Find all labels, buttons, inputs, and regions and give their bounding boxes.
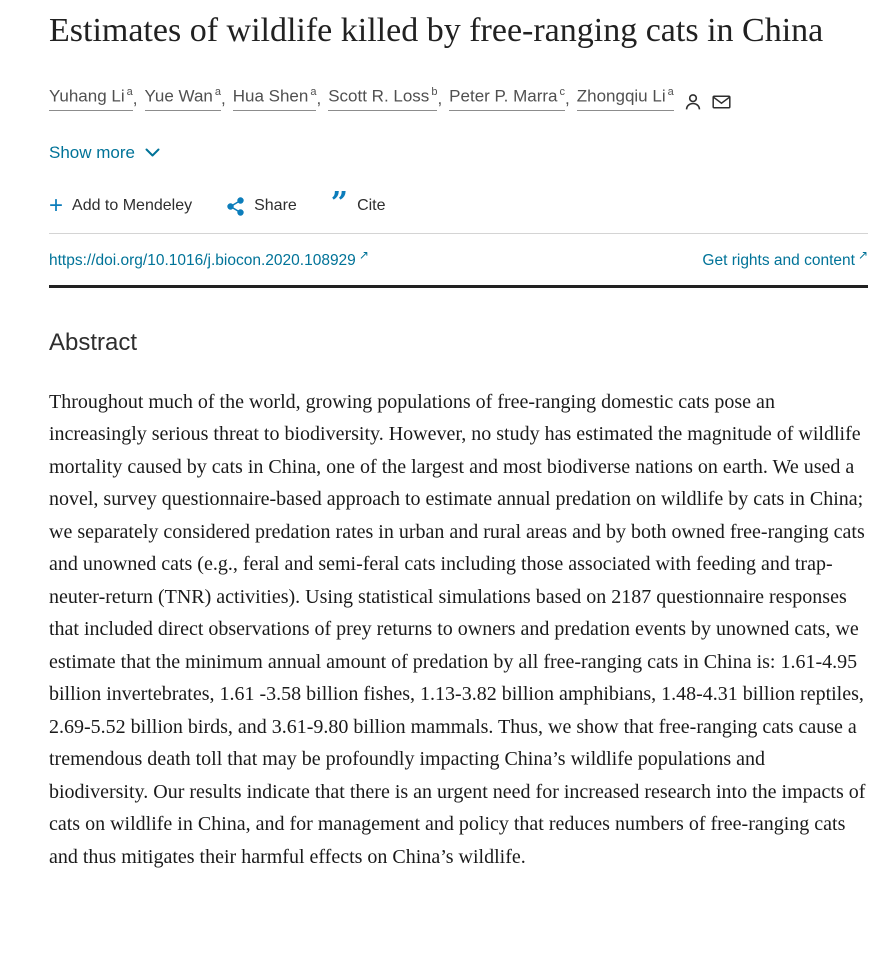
email-author-button[interactable] [712, 94, 731, 110]
doi-bar: https://doi.org/10.1016/j.biocon.2020.10… [49, 234, 868, 285]
show-more-label: Show more [49, 142, 135, 162]
envelope-icon [712, 94, 731, 110]
author-separator: , [220, 88, 226, 108]
doi-text: https://doi.org/10.1016/j.biocon.2020.10… [49, 251, 356, 269]
author-list: Yuhang Li a, Yue Wan a, Hua Shen a, Scott R… [49, 80, 868, 111]
author-separator: , [316, 88, 322, 108]
affiliation-superscript: c [559, 86, 566, 98]
author-name: Peter P. Marra [449, 86, 558, 106]
author-name: Yuhang Li [49, 86, 125, 106]
affiliation-superscript: b [431, 86, 438, 98]
external-link-icon: ↗ [358, 247, 369, 262]
author-name: Scott R. Loss [328, 86, 430, 106]
affiliation-superscript: a [126, 86, 133, 98]
author-name: Zhongqiu Li [576, 86, 666, 106]
add-to-mendeley-button[interactable]: + Add to Mendeley [49, 192, 193, 220]
cite-button[interactable]: ” Cite [330, 186, 386, 222]
external-link-icon: ↗ [857, 247, 868, 262]
rights-and-content-link[interactable]: Get rights and content ↗ [702, 248, 868, 270]
author-link[interactable]: Zhongqiu Li a [576, 80, 674, 111]
plus-icon: + [49, 192, 64, 220]
author-link[interactable]: Peter P. Marra c [449, 80, 566, 111]
author-link[interactable]: Yue Wan a [144, 80, 221, 111]
add-to-mendeley-label: Add to Mendeley [72, 197, 193, 215]
page-title: Estimates of wildlife killed by free-ran… [49, 12, 824, 49]
author-details-button[interactable] [684, 93, 702, 111]
quote-icon: ” [330, 186, 349, 222]
person-icon [684, 93, 702, 111]
action-toolbar: + Add to Mendeley Share ” Cite [49, 186, 868, 222]
affiliation-superscript: a [667, 86, 674, 98]
affiliation-superscript: a [214, 86, 221, 98]
cite-label: Cite [357, 197, 386, 215]
author-link[interactable]: Yuhang Li a [49, 80, 133, 111]
share-icon [226, 196, 245, 216]
chevron-down-icon [145, 148, 160, 157]
author-tools [684, 93, 731, 111]
divider-thick [49, 284, 868, 288]
divider-thin [49, 232, 868, 234]
author-name: Yue Wan [144, 86, 213, 106]
show-more-button[interactable]: Show more [49, 143, 160, 163]
share-label: Share [254, 197, 297, 215]
author-separator: , [437, 88, 443, 108]
doi-link[interactable]: https://doi.org/10.1016/j.biocon.2020.10… [49, 248, 369, 270]
share-button[interactable]: Share [226, 196, 297, 216]
author-name: Hua Shen [232, 86, 309, 106]
rights-text: Get rights and content [702, 251, 855, 269]
affiliation-superscript: a [310, 86, 317, 98]
abstract-text: Throughout much of the world, growing po… [49, 390, 866, 868]
author-link[interactable]: Scott R. Loss b [328, 80, 438, 111]
author-link[interactable]: Hua Shen a [232, 80, 317, 111]
article-header: Estimates of wildlife killed by free-ran… [49, 12, 868, 868]
abstract-heading: Abstract [49, 328, 138, 356]
author-separator: , [565, 88, 570, 108]
author-separator: , [132, 88, 138, 108]
